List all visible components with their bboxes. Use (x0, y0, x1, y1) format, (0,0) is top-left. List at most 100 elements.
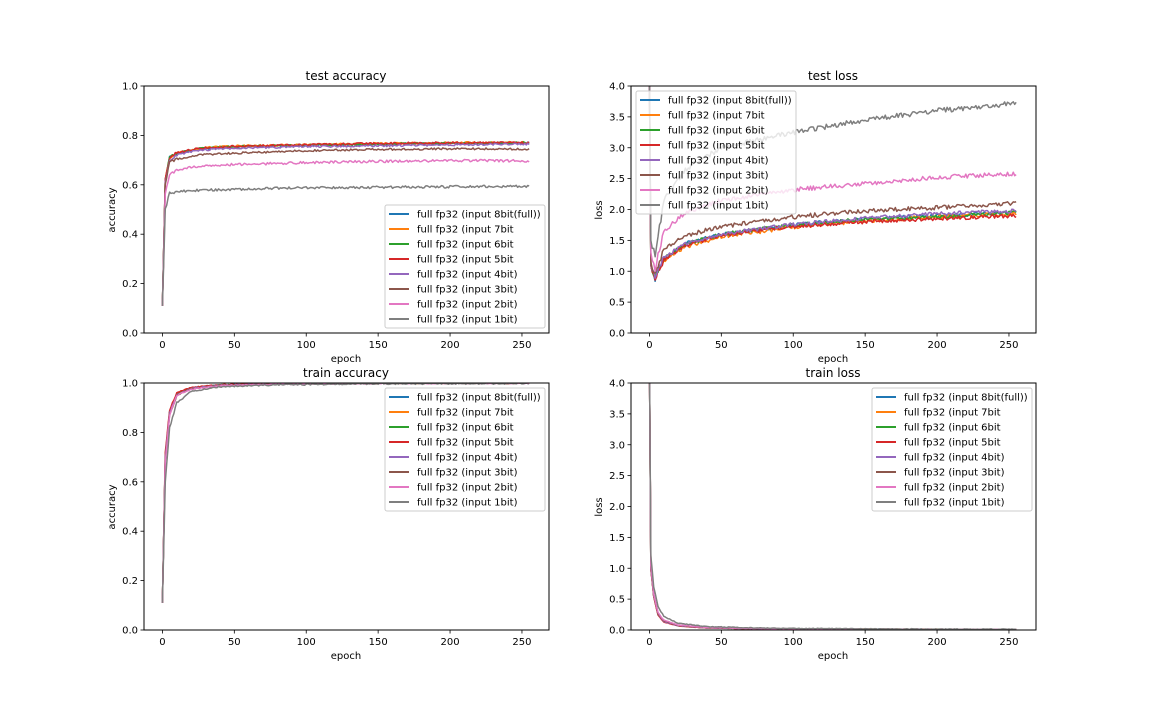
x-tick-label: 200 (928, 340, 947, 351)
x-tick-label: 150 (369, 637, 388, 648)
legend-label: full fp32 (input 6bit (668, 126, 765, 137)
legend-label: full fp32 (input 3bit) (668, 171, 769, 182)
chart-title: test loss (808, 69, 858, 83)
axes-frame (630, 382, 1037, 631)
series-line (161, 383, 530, 603)
y-axis-label: accuracy (107, 187, 118, 232)
x-tick-label: 50 (715, 340, 728, 351)
legend-label: full fp32 (input 2bit) (904, 483, 1005, 494)
x-ticks: 0 50 100 150 200 250 (646, 333, 1019, 351)
y-tick-label: 2.5 (609, 174, 625, 185)
legend: full fp32 (input 8bit(full)) full fp32 (i… (635, 90, 797, 215)
chart-title: train accuracy (303, 366, 389, 380)
x-ticks: 0 50 100 150 200 250 (646, 630, 1019, 648)
legend-label: full fp32 (input 7bit (417, 225, 514, 236)
series-line (648, 383, 1017, 630)
y-tick-label: 0.5 (609, 298, 625, 309)
y-tick-label: 0.4 (122, 527, 138, 538)
legend-label: full fp32 (input 3bit) (904, 468, 1005, 479)
series-line (648, 86, 1017, 281)
legend-label: full fp32 (input 5bit (904, 438, 1001, 449)
y-axis-label: loss (594, 200, 605, 219)
x-tick-label: 250 (512, 637, 531, 648)
legend-label: full fp32 (input 8bit(full)) (417, 210, 541, 221)
y-tick-label: 0.0 (609, 626, 625, 637)
x-tick-label: 250 (999, 637, 1018, 648)
y-axis-label: loss (594, 497, 605, 516)
axes-frame (630, 85, 1037, 334)
series-line (161, 184, 530, 306)
chart-train-accuracy: train accuracy epoch accuracy 0 50 100 150 2… (107, 366, 550, 662)
y-tick-label: 1.0 (609, 267, 625, 278)
legend-label: full fp32 (input 6bit (417, 423, 514, 434)
x-tick-label: 200 (441, 637, 460, 648)
x-tick-label: 0 (646, 637, 652, 648)
chart-title: train loss (806, 366, 861, 380)
y-tick-label: 1.5 (609, 533, 625, 544)
legend-label: full fp32 (input 1bit) (668, 201, 769, 212)
y-ticks: 0.0 0.5 1.0 1.5 2.0 2.5 3.0 3.5 4.0 (609, 82, 631, 340)
legend-box (871, 387, 1033, 512)
y-ticks: 0.0 0.2 0.4 0.6 0.8 1.0 (122, 379, 144, 637)
x-tick-label: 0 (159, 637, 165, 648)
legend-box (384, 204, 546, 329)
legend-label: full fp32 (input 8bit(full)) (668, 96, 792, 107)
x-tick-label: 50 (715, 637, 728, 648)
y-tick-label: 4.0 (609, 379, 625, 390)
legend-label: full fp32 (input 7bit (668, 111, 765, 122)
x-tick-label: 100 (297, 637, 316, 648)
x-axis-label: epoch (331, 651, 361, 662)
axes-frame (143, 85, 550, 334)
legend-label: full fp32 (input 8bit(full)) (904, 393, 1028, 404)
x-axis-label: epoch (818, 354, 848, 365)
legend-label: full fp32 (input 3bit) (417, 468, 518, 479)
chart-test-loss: test loss epoch loss 0 50 100 150 200 250 0.0… (594, 69, 1037, 365)
legend-label: full fp32 (input 1bit) (417, 315, 518, 326)
legend: full fp32 (input 8bit(full)) full fp32 (i… (871, 387, 1033, 512)
legend: full fp32 (input 8bit(full)) full fp32 (i… (384, 204, 546, 329)
legend-label: full fp32 (input 2bit) (417, 483, 518, 494)
legend-label: full fp32 (input 7bit (417, 408, 514, 419)
legend-label: full fp32 (input 5bit (417, 438, 514, 449)
y-tick-label: 2.5 (609, 471, 625, 482)
legend-label: full fp32 (input 3bit) (417, 285, 518, 296)
x-tick-label: 50 (228, 340, 241, 351)
legend-label: full fp32 (input 4bit) (417, 270, 518, 281)
series-line (648, 86, 1017, 274)
x-tick-label: 150 (369, 340, 388, 351)
x-tick-label: 0 (159, 340, 165, 351)
legend-label: full fp32 (input 7bit (904, 408, 1001, 419)
legend: full fp32 (input 8bit(full)) full fp32 (i… (384, 387, 546, 512)
y-tick-label: 2.0 (609, 205, 625, 216)
legend-label: full fp32 (input 6bit (417, 240, 514, 251)
x-tick-label: 250 (512, 340, 531, 351)
legend-box (384, 387, 546, 512)
y-tick-label: 1.0 (122, 379, 138, 390)
y-tick-label: 1.0 (609, 564, 625, 575)
y-tick-label: 0.8 (122, 131, 138, 142)
y-ticks: 0.0 0.5 1.0 1.5 2.0 2.5 3.0 3.5 4.0 (609, 379, 631, 637)
x-tick-label: 100 (297, 340, 316, 351)
legend-label: full fp32 (input 8bit(full)) (417, 393, 541, 404)
series-line (648, 86, 1017, 279)
legend-label: full fp32 (input 4bit) (904, 453, 1005, 464)
legend-label: full fp32 (input 5bit (668, 141, 765, 152)
x-tick-label: 150 (856, 637, 875, 648)
x-tick-label: 250 (999, 340, 1018, 351)
y-tick-label: 0.6 (122, 477, 138, 488)
legend-label: full fp32 (input 4bit) (417, 453, 518, 464)
y-tick-label: 3.5 (609, 112, 625, 123)
y-tick-label: 3.5 (609, 409, 625, 420)
legend-label: full fp32 (input 1bit) (904, 498, 1005, 509)
y-tick-label: 3.0 (609, 440, 625, 451)
y-tick-label: 4.0 (609, 82, 625, 93)
x-tick-label: 0 (646, 340, 652, 351)
x-ticks: 0 50 100 150 200 250 (159, 333, 532, 351)
y-tick-label: 1.0 (122, 82, 138, 93)
series-line (161, 142, 530, 306)
y-tick-label: 3.0 (609, 143, 625, 154)
x-axis-label: epoch (818, 651, 848, 662)
series-line (161, 141, 530, 306)
